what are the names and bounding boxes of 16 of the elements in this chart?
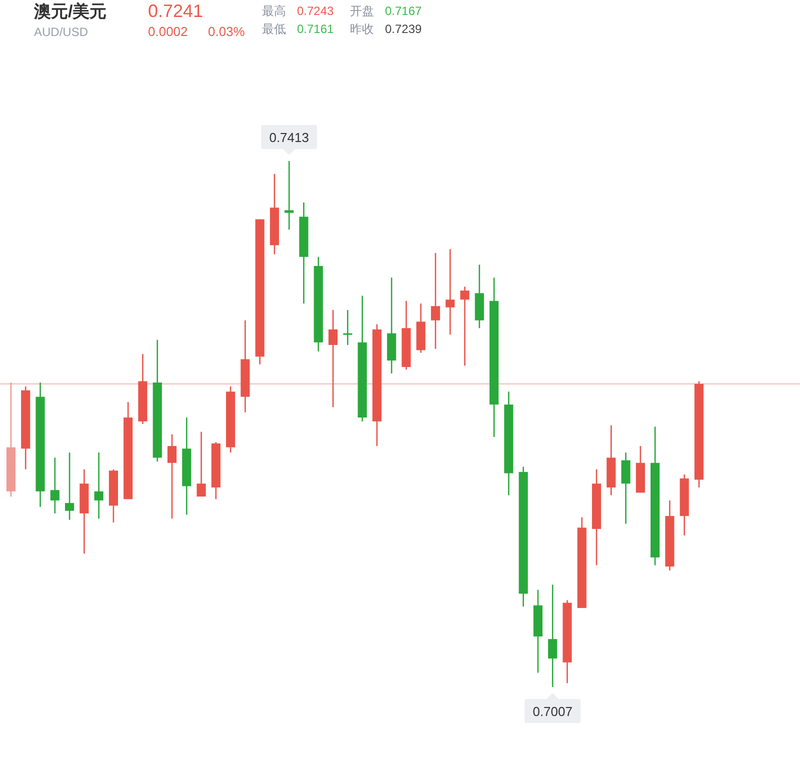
candlestick: [430, 252, 440, 350]
candlestick: [284, 160, 294, 230]
candlestick: [94, 452, 104, 520]
annotation: 0.7007: [532, 704, 572, 719]
header: 澳元/美元 AUD/USD 0.7241 0.0002 0.03% 最高 0.7243 开盘 0.7167 最低 0.7161 昨收 0.7239: [34, 1, 422, 39]
candlestick: [343, 309, 352, 346]
candlestick: [64, 452, 74, 521]
candlestick: [196, 431, 206, 498]
candlestick: [460, 286, 470, 366]
candlestick: [548, 584, 558, 688]
candlestick: [621, 452, 630, 524]
candlestick: [50, 457, 60, 514]
candlestick: [167, 434, 177, 520]
candlestick: [328, 309, 338, 408]
annotation: 0.7413: [269, 130, 309, 145]
candlestick: [446, 248, 455, 336]
